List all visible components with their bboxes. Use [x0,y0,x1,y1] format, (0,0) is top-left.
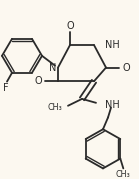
Text: CH₃: CH₃ [47,103,62,112]
Text: O: O [66,21,74,32]
Text: N: N [49,63,57,72]
Text: F: F [3,83,9,93]
Text: O: O [34,76,42,86]
Text: NH: NH [105,100,120,110]
Text: CH₃: CH₃ [116,170,131,179]
Text: NH: NH [105,40,120,50]
Text: O: O [122,63,130,72]
